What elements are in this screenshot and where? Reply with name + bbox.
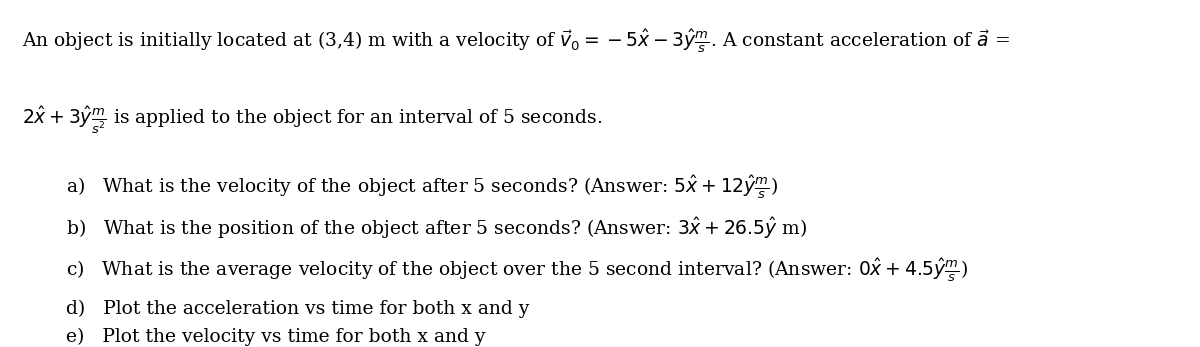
- Text: b)   What is the position of the object after 5 seconds? (Answer: $3\hat{x} + 26: b) What is the position of the object af…: [66, 215, 808, 241]
- Text: a)   What is the velocity of the object after 5 seconds? (Answer: $5\hat{x} + 12: a) What is the velocity of the object af…: [66, 174, 778, 201]
- Text: d)   Plot the acceleration vs time for both x and y: d) Plot the acceleration vs time for bot…: [66, 300, 529, 319]
- Text: e)   Plot the velocity vs time for both x and y: e) Plot the velocity vs time for both x …: [66, 328, 486, 346]
- Text: c)   What is the average velocity of the object over the 5 second interval? (Ans: c) What is the average velocity of the o…: [66, 257, 968, 284]
- Text: $2\hat{x} + 3\hat{y}\frac{m}{s^2}$ is applied to the object for an interval of 5: $2\hat{x} + 3\hat{y}\frac{m}{s^2}$ is ap…: [22, 104, 602, 136]
- Text: An object is initially located at (3,4) m with a velocity of $\vec{v}_0 = -5\hat: An object is initially located at (3,4) …: [22, 28, 1009, 55]
